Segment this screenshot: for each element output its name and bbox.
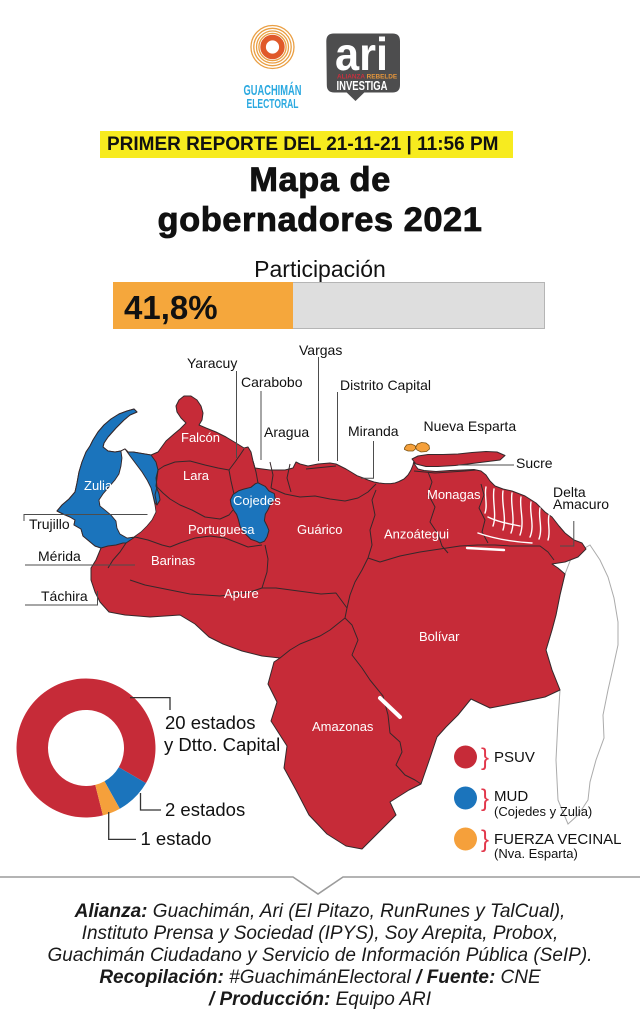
svg-text:1 estado: 1 estado [141, 828, 212, 849]
svg-text:Bolívar: Bolívar [419, 629, 460, 644]
svg-text:}: } [481, 826, 489, 853]
svg-text:Barinas: Barinas [151, 553, 196, 568]
svg-text:20 estados: 20 estados [165, 712, 256, 733]
svg-text:FUERZA VECINAL: FUERZA VECINAL [494, 831, 622, 848]
svg-text:Apure: Apure [224, 586, 259, 601]
svg-text:Mérida: Mérida [38, 548, 81, 564]
svg-text:Miranda: Miranda [348, 423, 399, 439]
svg-text:ALIANZA REBELDE: ALIANZA REBELDE [337, 74, 398, 81]
svg-text:(Cojedes y Zulia): (Cojedes y Zulia) [494, 804, 592, 819]
svg-text:Guárico: Guárico [297, 522, 343, 537]
svg-text:ari: ari [335, 28, 388, 80]
svg-text:Portuguesa: Portuguesa [188, 522, 255, 537]
svg-text:Sucre: Sucre [516, 455, 553, 471]
svg-text:MUD: MUD [494, 788, 528, 805]
svg-text:2 estados: 2 estados [165, 799, 245, 820]
svg-text:INVESTIGA: INVESTIGA [337, 78, 388, 93]
svg-text:Amacuro: Amacuro [553, 496, 609, 512]
svg-text:Anzoátegui: Anzoátegui [384, 527, 449, 542]
svg-text:Cojedes: Cojedes [233, 493, 281, 508]
svg-text:y Dtto. Capital: y Dtto. Capital [164, 734, 280, 755]
svg-text:}: } [481, 744, 489, 771]
svg-text:Táchira: Táchira [41, 588, 88, 604]
svg-text:(Nva. Esparta): (Nva. Esparta) [494, 846, 578, 861]
svg-text:PSUV: PSUV [494, 749, 535, 766]
svg-text:Delta: Delta [553, 484, 586, 500]
svg-text:Falcón: Falcón [181, 430, 220, 445]
svg-text:Zulia: Zulia [84, 478, 113, 493]
svg-text:Carabobo: Carabobo [241, 374, 303, 390]
svg-text:ELECTORAL: ELECTORAL [247, 96, 299, 111]
svg-text:}: } [481, 785, 489, 812]
svg-text:Aragua: Aragua [264, 424, 309, 440]
svg-text:Lara: Lara [183, 468, 210, 483]
svg-text:GUACHIMÁN: GUACHIMÁN [244, 82, 302, 99]
svg-text:Vargas: Vargas [299, 342, 342, 358]
svg-text:Distrito Capital: Distrito Capital [340, 377, 431, 393]
svg-text:Trujillo: Trujillo [29, 516, 70, 532]
svg-text:Nueva Esparta: Nueva Esparta [424, 418, 517, 434]
svg-text:Yaracuy: Yaracuy [187, 355, 237, 371]
svg-text:Amazonas: Amazonas [312, 719, 374, 734]
svg-text:Monagas: Monagas [427, 487, 481, 502]
